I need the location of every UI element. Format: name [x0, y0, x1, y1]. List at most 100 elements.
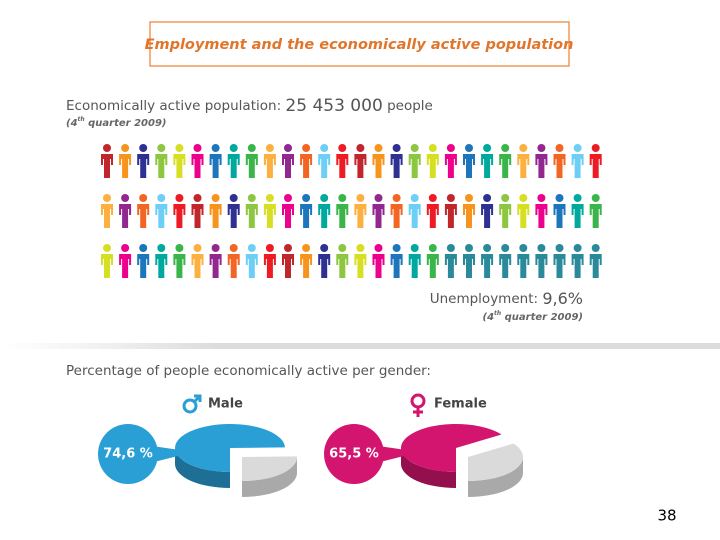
- body: [209, 204, 222, 228]
- head: [428, 244, 437, 252]
- person-icon: [245, 144, 258, 178]
- head: [537, 194, 546, 202]
- person-icon: [263, 194, 276, 228]
- head: [446, 144, 455, 152]
- head: [483, 194, 492, 202]
- head: [374, 194, 383, 202]
- body: [481, 204, 494, 228]
- head: [465, 144, 473, 152]
- body: [336, 204, 349, 228]
- person-icon: [444, 194, 457, 228]
- body: [463, 204, 475, 228]
- body: [155, 154, 168, 178]
- person-icon: [553, 194, 566, 228]
- pie-chart: Male 74,6 %: [98, 394, 297, 497]
- body: [589, 154, 602, 178]
- head: [193, 144, 202, 152]
- person-icon: [390, 244, 403, 278]
- label: Unemployment:: [430, 291, 538, 307]
- head: [193, 194, 202, 202]
- person-icon: [318, 144, 331, 178]
- body: [535, 254, 548, 278]
- person-icon: [354, 194, 367, 228]
- body: [372, 154, 385, 178]
- head: [338, 144, 347, 152]
- head: [410, 244, 419, 252]
- person-icon: [155, 144, 168, 178]
- person-icon: [463, 244, 475, 278]
- head: [374, 244, 383, 252]
- person-icon: [245, 194, 258, 228]
- person-icon: [191, 144, 204, 178]
- person-icon: [408, 244, 421, 278]
- person-icon: [354, 244, 367, 278]
- body: [191, 254, 204, 278]
- head: [573, 144, 582, 152]
- person-icon: [463, 144, 475, 178]
- head: [103, 244, 111, 252]
- gender-heading: Percentage of people economically active…: [66, 363, 431, 379]
- body: [101, 204, 113, 228]
- person-icon: [571, 244, 584, 278]
- body: [553, 154, 566, 178]
- body: [155, 204, 168, 228]
- callout-bubble: [98, 424, 158, 484]
- person-icon: [209, 244, 222, 278]
- person-icon: [553, 144, 566, 178]
- female-symbol: [413, 407, 423, 417]
- body: [444, 204, 457, 228]
- separator: [0, 343, 720, 349]
- person-icon: [209, 194, 222, 228]
- body: [137, 254, 150, 278]
- body: [137, 204, 150, 228]
- people-icons: [101, 144, 602, 278]
- head: [139, 144, 148, 152]
- female-symbol: [410, 393, 426, 409]
- person-icon: [336, 144, 349, 178]
- person-icon: [571, 144, 584, 178]
- head: [247, 244, 256, 252]
- head: [175, 144, 184, 152]
- person-icon: [101, 144, 113, 178]
- callout-bubble: [324, 424, 384, 484]
- body: [282, 154, 294, 178]
- head: [465, 244, 473, 252]
- person-icon: [263, 144, 276, 178]
- person-icon: [119, 244, 132, 278]
- pie-side: [175, 448, 230, 488]
- head: [483, 144, 492, 152]
- person-icon: [589, 194, 602, 228]
- head: [193, 244, 202, 252]
- head: [519, 144, 528, 152]
- person-icon: [589, 244, 602, 278]
- head: [410, 144, 419, 152]
- head: [157, 194, 166, 202]
- pie-rest-side: [468, 457, 523, 497]
- head: [229, 144, 238, 152]
- legend-label: Male: [208, 397, 243, 412]
- body: [173, 204, 186, 228]
- callout-pointer: [378, 446, 420, 462]
- person-icon: [173, 194, 186, 228]
- body: [463, 254, 475, 278]
- head: [157, 144, 166, 152]
- body: [318, 254, 331, 278]
- body: [282, 254, 294, 278]
- person-icon: [245, 244, 258, 278]
- head: [265, 194, 274, 202]
- head: [446, 194, 455, 202]
- pie-rest-side: [242, 457, 297, 497]
- head: [284, 144, 292, 152]
- unemployment: Unemployment: 9,6%: [430, 289, 583, 308]
- person-icon: [426, 194, 439, 228]
- pie-rest: [242, 456, 297, 481]
- value: 9,6%: [542, 289, 583, 308]
- label: Economically active population:: [66, 98, 281, 114]
- body: [209, 254, 222, 278]
- period: (4th quarter 2009): [483, 310, 584, 324]
- head: [428, 194, 437, 202]
- head: [338, 244, 347, 252]
- body: [426, 204, 439, 228]
- person-icon: [481, 244, 494, 278]
- head: [157, 244, 166, 252]
